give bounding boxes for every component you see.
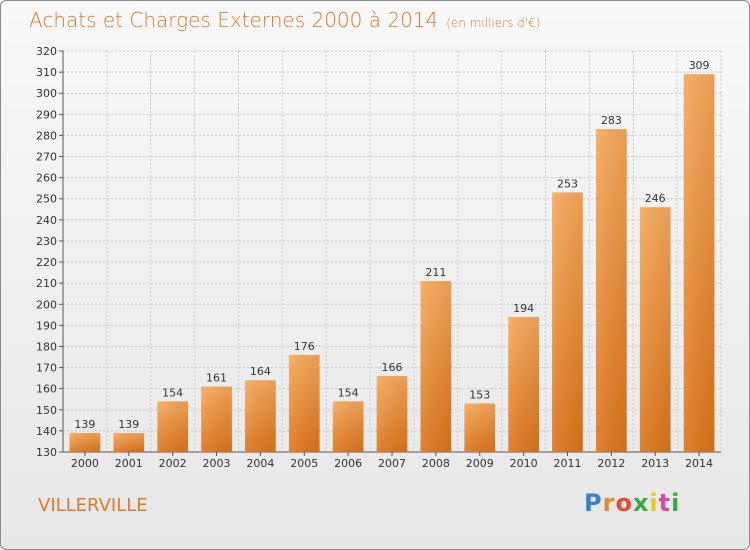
- data-label: 176: [294, 340, 315, 353]
- x-tick-label: 2010: [510, 457, 538, 470]
- data-label: 139: [118, 418, 139, 431]
- bar-shade: [332, 401, 364, 452]
- y-tick-label: 210: [36, 277, 57, 290]
- x-tick-label: 2014: [685, 457, 713, 470]
- y-tick-label: 160: [36, 383, 57, 396]
- x-tick-label: 2002: [159, 457, 187, 470]
- logo-letter: o: [615, 489, 633, 517]
- bar-shade: [639, 207, 671, 452]
- y-tick-label: 250: [36, 193, 57, 206]
- y-tick-label: 220: [36, 256, 57, 269]
- bar-shade: [552, 192, 583, 452]
- y-tick-label: 150: [36, 404, 57, 417]
- x-tick-label: 2009: [466, 457, 494, 470]
- data-label: 161: [206, 372, 227, 385]
- y-tick-label: 320: [36, 45, 57, 58]
- chart-title-text: Achats et Charges Externes 2000 à 2014: [29, 8, 439, 32]
- x-tick-label: 2003: [203, 457, 231, 470]
- y-tick-label: 270: [36, 151, 57, 164]
- y-tick-label: 240: [36, 214, 57, 227]
- chart-title: Achats et Charges Externes 2000 à 2014 (e…: [29, 8, 540, 32]
- data-label: 164: [250, 365, 271, 378]
- logo-letter: t: [658, 489, 672, 517]
- proxiti-logo: Proxiti: [584, 489, 680, 517]
- bar-shade: [69, 433, 101, 452]
- logo-letter: P: [584, 489, 603, 517]
- bar-shade: [288, 354, 320, 452]
- bar-shade: [464, 403, 496, 452]
- y-tick-label: 310: [36, 66, 57, 79]
- data-label: 154: [338, 386, 359, 399]
- logo-letter: i: [671, 489, 681, 517]
- data-label: 139: [74, 418, 95, 431]
- y-tick-label: 190: [36, 319, 57, 332]
- data-label: 253: [557, 177, 578, 190]
- data-label: 194: [513, 302, 534, 315]
- x-tick-label: 2005: [290, 457, 318, 470]
- location-label: VILLERVILLE: [38, 495, 148, 516]
- x-tick-label: 2011: [553, 457, 581, 470]
- y-tick-label: 300: [36, 87, 57, 100]
- data-label: 309: [689, 59, 710, 72]
- bar-shade: [595, 129, 627, 452]
- x-tick-label: 2007: [378, 457, 406, 470]
- bar-shade: [420, 281, 452, 452]
- data-label: 166: [382, 361, 403, 374]
- logo-letter: i: [649, 489, 659, 517]
- y-tick-label: 130: [36, 446, 57, 459]
- data-label: 153: [469, 388, 490, 401]
- x-tick-label: 2013: [641, 457, 669, 470]
- y-tick-label: 260: [36, 172, 57, 185]
- x-tick-label: 2004: [246, 457, 274, 470]
- y-tick-label: 290: [36, 108, 57, 121]
- data-label: 246: [645, 192, 666, 205]
- data-label: 283: [601, 114, 622, 127]
- data-label: 211: [425, 266, 446, 279]
- logo-letter: x: [632, 489, 650, 517]
- x-tick-label: 2006: [334, 457, 362, 470]
- y-tick-label: 170: [36, 362, 57, 375]
- chart-unit: (en milliers d'€): [446, 16, 541, 30]
- bar-shade: [157, 401, 189, 452]
- bar-shade: [201, 386, 232, 452]
- x-tick-label: 2008: [422, 457, 450, 470]
- logo-letter: r: [602, 489, 616, 517]
- bar-shade: [376, 376, 408, 452]
- bar-shade: [113, 433, 145, 452]
- bar-shade: [683, 74, 715, 452]
- y-tick-label: 140: [36, 425, 57, 438]
- x-tick-label: 2001: [115, 457, 143, 470]
- data-label: 154: [162, 386, 183, 399]
- bar-shade: [508, 316, 539, 452]
- y-tick-label: 280: [36, 129, 57, 142]
- y-tick-label: 180: [36, 340, 57, 353]
- x-tick-label: 2000: [71, 457, 99, 470]
- bar-shade: [245, 380, 276, 452]
- y-tick-label: 200: [36, 298, 57, 311]
- y-tick-label: 230: [36, 235, 57, 248]
- x-tick-label: 2012: [597, 457, 625, 470]
